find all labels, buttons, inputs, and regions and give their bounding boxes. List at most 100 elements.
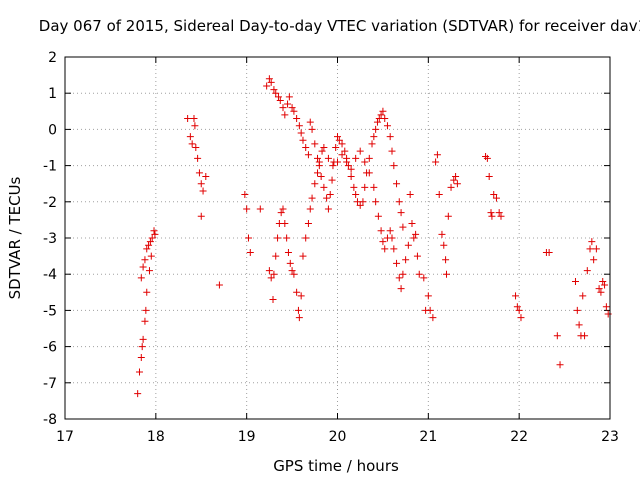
data-point — [356, 201, 364, 209]
data-point — [285, 93, 293, 101]
data-point — [408, 220, 416, 228]
data-point — [588, 238, 596, 246]
data-point — [276, 96, 284, 104]
data-point — [599, 277, 607, 285]
data-point — [452, 172, 460, 180]
data-point — [190, 115, 198, 123]
data-point — [377, 227, 385, 235]
data-point — [139, 263, 147, 271]
data-point — [361, 183, 369, 191]
data-point — [556, 361, 564, 369]
data-point — [352, 154, 360, 162]
data-point — [332, 144, 340, 151]
data-point — [386, 227, 394, 235]
data-point — [148, 234, 156, 242]
data-point — [256, 205, 264, 213]
data-point — [604, 310, 612, 318]
data-points — [134, 75, 612, 398]
grid — [65, 57, 610, 419]
data-point — [444, 212, 452, 220]
y-tick-label: 2 — [48, 50, 57, 66]
data-point — [595, 285, 603, 293]
data-point — [324, 205, 332, 213]
data-point — [512, 292, 520, 300]
data-point — [323, 194, 331, 202]
data-point — [317, 172, 325, 180]
data-point — [295, 122, 303, 130]
data-point — [492, 194, 500, 202]
data-point — [361, 158, 369, 166]
data-point — [297, 292, 305, 300]
data-point — [284, 248, 292, 256]
data-point — [399, 223, 407, 231]
y-tick-label: -1 — [43, 159, 57, 175]
y-tick-label: -5 — [43, 303, 57, 319]
data-point — [338, 140, 346, 148]
data-point — [397, 285, 405, 293]
data-point — [483, 154, 491, 162]
data-point — [402, 256, 410, 264]
data-point — [195, 169, 203, 177]
data-point — [267, 274, 275, 282]
data-point — [147, 252, 155, 260]
data-point — [388, 234, 396, 242]
data-point — [597, 288, 605, 296]
data-point — [410, 234, 418, 242]
data-point — [372, 125, 380, 133]
y-tick-label: 1 — [48, 86, 57, 102]
data-point — [515, 306, 523, 314]
data-point — [324, 154, 332, 162]
data-point — [197, 212, 205, 220]
data-point — [433, 151, 441, 159]
data-point — [395, 274, 403, 282]
data-point — [299, 252, 307, 260]
data-point — [135, 368, 143, 376]
data-point — [485, 172, 493, 180]
data-point — [413, 252, 421, 260]
data-point — [373, 118, 381, 126]
data-point — [241, 191, 249, 199]
data-point — [274, 234, 282, 242]
data-point — [571, 277, 579, 285]
data-point — [347, 165, 355, 173]
data-point — [329, 162, 337, 170]
data-point — [393, 180, 401, 188]
data-point — [370, 183, 378, 191]
data-point — [143, 288, 151, 296]
data-point — [482, 153, 490, 161]
data-point — [438, 230, 446, 238]
data-point — [184, 115, 192, 123]
data-point — [138, 343, 146, 351]
data-point — [288, 267, 296, 275]
data-point — [134, 390, 142, 398]
data-point — [453, 180, 461, 188]
x-tick-label: 18 — [147, 429, 165, 445]
data-point — [488, 212, 496, 220]
data-point — [513, 303, 521, 311]
data-point — [334, 133, 341, 141]
data-point — [343, 158, 351, 166]
data-point — [350, 183, 358, 191]
x-tick-label: 22 — [510, 429, 528, 445]
data-point — [368, 140, 376, 148]
data-point — [286, 259, 294, 267]
x-tick-label: 21 — [419, 429, 437, 445]
x-tick-label: 23 — [601, 429, 619, 445]
data-point — [404, 241, 412, 249]
data-point — [440, 241, 448, 249]
data-point — [406, 191, 414, 199]
data-point — [487, 209, 495, 217]
data-point — [365, 154, 373, 162]
data-point — [320, 144, 328, 151]
data-point — [390, 162, 398, 170]
data-point — [326, 191, 334, 199]
x-axis-label: GPS time / hours — [273, 457, 399, 475]
data-point — [186, 133, 194, 141]
data-point — [142, 306, 150, 314]
data-point — [215, 281, 223, 289]
data-point — [415, 270, 423, 278]
data-point — [283, 234, 291, 242]
data-point — [265, 75, 273, 83]
data-point — [290, 107, 298, 115]
